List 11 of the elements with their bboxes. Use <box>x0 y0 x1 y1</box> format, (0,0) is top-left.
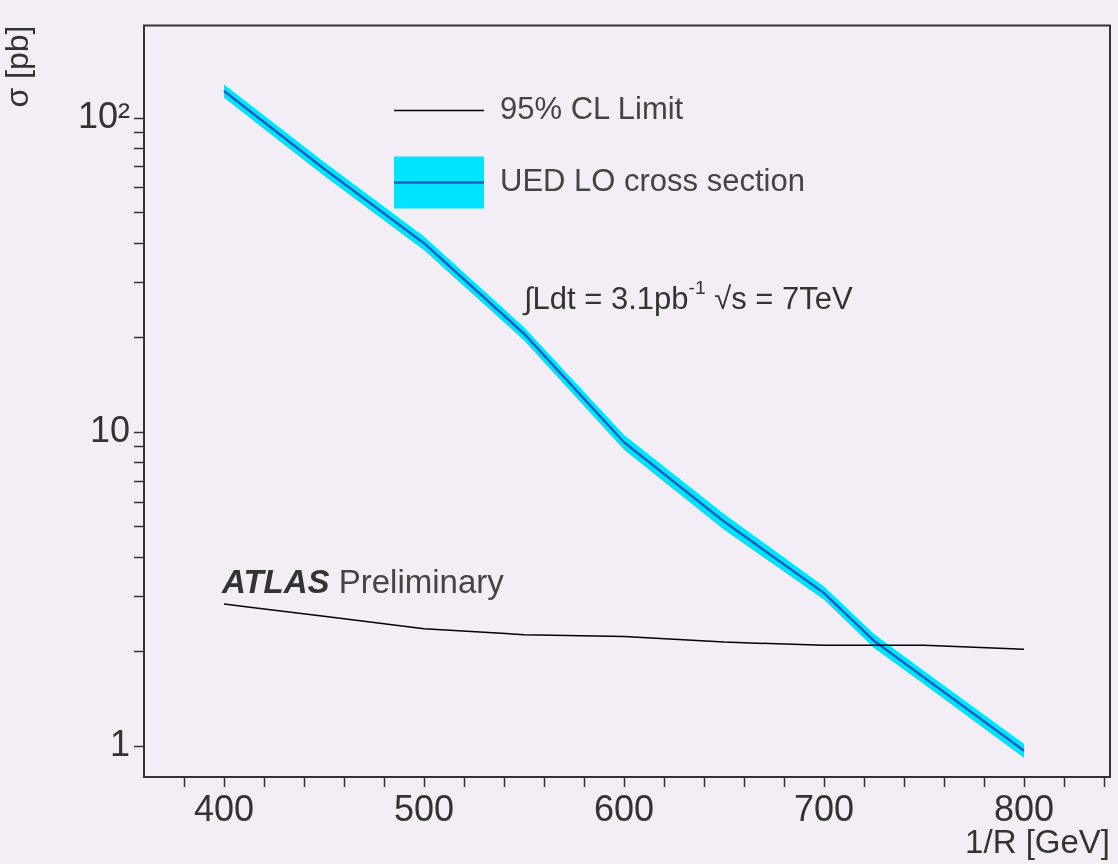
legend-label: UED LO cross section <box>500 163 805 199</box>
y-tick-label: 1 <box>109 723 130 765</box>
x-tick-label: 500 <box>393 787 455 829</box>
y-tick-label: 10² <box>77 95 131 137</box>
y-tick-label: 10 <box>89 409 130 451</box>
legend-label: 95% CL Limit <box>500 91 684 127</box>
x-tick-label: 600 <box>593 787 655 829</box>
x-tick-label: 400 <box>193 787 255 829</box>
y-axis-title: σ [pb] <box>0 25 36 108</box>
annotation: ATLAS Preliminary <box>221 562 505 600</box>
x-tick-label: 700 <box>793 787 855 829</box>
